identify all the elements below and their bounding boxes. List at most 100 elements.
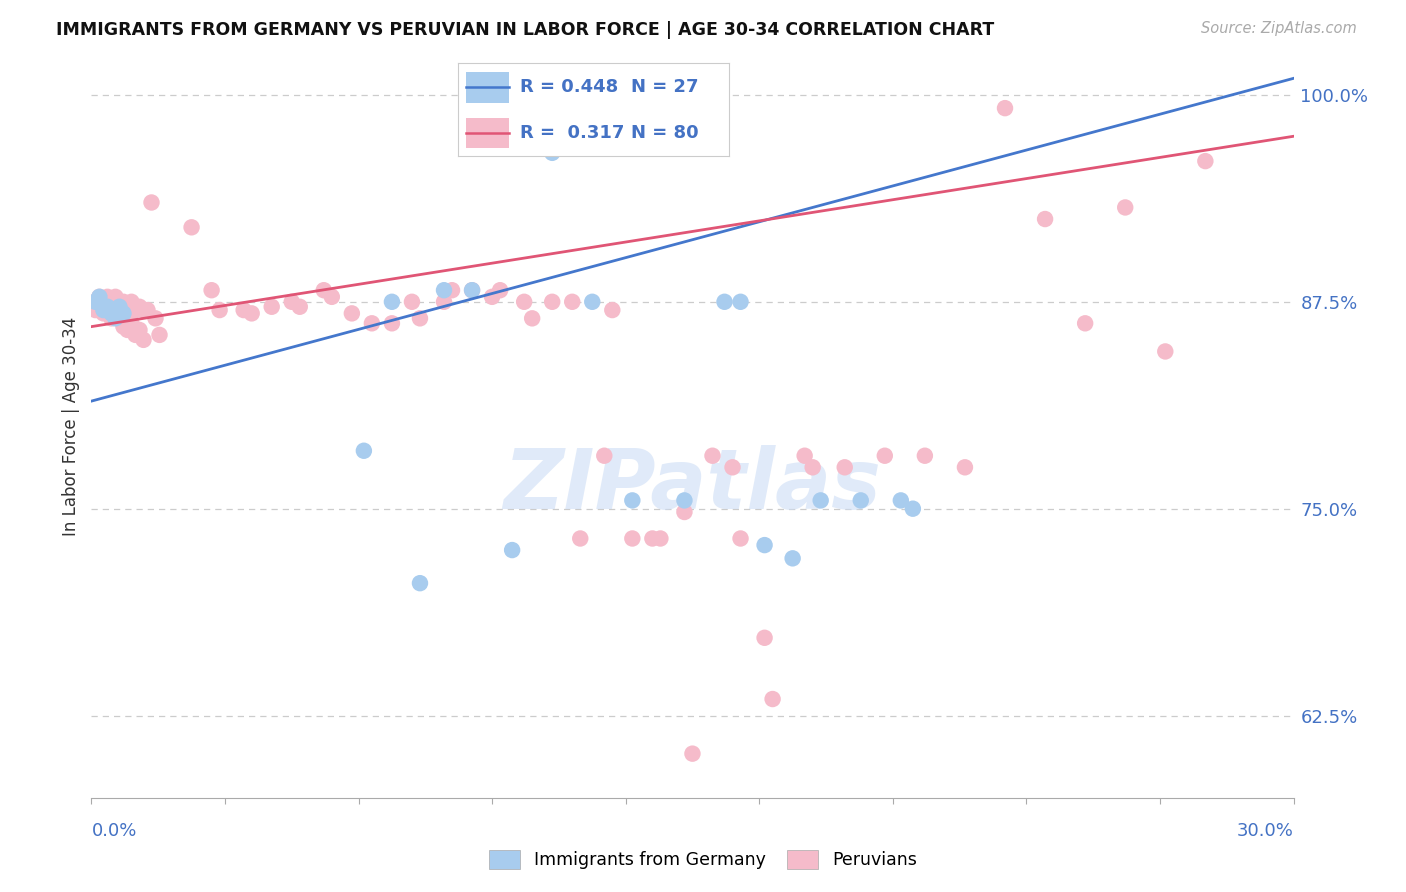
Point xyxy=(650,532,672,546)
Point xyxy=(513,294,536,309)
Point xyxy=(581,294,603,309)
Point xyxy=(914,449,936,463)
Point xyxy=(621,532,644,546)
Point xyxy=(849,493,872,508)
Point xyxy=(136,303,159,318)
Point xyxy=(810,493,832,508)
Text: 30.0%: 30.0% xyxy=(1237,822,1294,839)
Point xyxy=(321,290,343,304)
Point xyxy=(873,449,896,463)
Point xyxy=(381,316,404,330)
Point xyxy=(128,300,150,314)
Point xyxy=(721,460,744,475)
Point xyxy=(141,195,163,210)
Point xyxy=(132,303,155,318)
Point xyxy=(541,145,564,160)
Point xyxy=(353,443,375,458)
Point xyxy=(673,96,696,111)
Point xyxy=(100,294,122,309)
Point xyxy=(481,290,503,304)
Point xyxy=(673,505,696,519)
Point xyxy=(702,449,724,463)
Point xyxy=(288,300,311,314)
Point xyxy=(901,501,924,516)
Point xyxy=(93,306,115,320)
Point xyxy=(754,538,776,552)
Point xyxy=(100,311,122,326)
Text: ZIPatlas: ZIPatlas xyxy=(503,445,882,526)
Point xyxy=(112,306,135,320)
Point xyxy=(84,294,107,309)
Point xyxy=(461,283,484,297)
Point xyxy=(104,290,127,304)
Point xyxy=(232,303,254,318)
Point xyxy=(834,460,856,475)
Point xyxy=(121,294,143,309)
Point xyxy=(1194,154,1216,169)
Point xyxy=(117,323,139,337)
Point xyxy=(93,294,115,309)
Point xyxy=(128,323,150,337)
Point xyxy=(440,283,463,297)
Point xyxy=(1154,344,1177,359)
Point xyxy=(108,303,131,318)
Point xyxy=(681,747,703,761)
Point xyxy=(1114,201,1136,215)
Point xyxy=(240,306,263,320)
Point xyxy=(96,303,118,318)
Text: Source: ZipAtlas.com: Source: ZipAtlas.com xyxy=(1201,21,1357,37)
Point xyxy=(730,532,752,546)
Point xyxy=(96,300,118,314)
Point xyxy=(84,294,107,309)
Point xyxy=(117,300,139,314)
Point xyxy=(108,300,131,314)
Text: 0.0%: 0.0% xyxy=(91,822,136,839)
Point xyxy=(360,316,382,330)
Point xyxy=(541,294,564,309)
Point xyxy=(593,449,616,463)
Point xyxy=(994,101,1017,115)
Point xyxy=(108,311,131,326)
Point xyxy=(312,283,335,297)
Point xyxy=(782,551,804,566)
Point xyxy=(793,449,815,463)
Point xyxy=(409,311,432,326)
Point xyxy=(801,460,824,475)
Point xyxy=(561,294,583,309)
Point xyxy=(461,283,484,297)
Point xyxy=(104,300,127,314)
Point xyxy=(501,543,523,558)
Point xyxy=(112,294,135,309)
Point xyxy=(208,303,231,318)
Point xyxy=(281,294,304,309)
Point xyxy=(953,460,976,475)
Point xyxy=(201,283,224,297)
Point xyxy=(89,290,111,304)
Point xyxy=(890,493,912,508)
Point xyxy=(522,311,544,326)
Point xyxy=(104,311,127,326)
Point xyxy=(409,576,432,591)
Point xyxy=(1074,316,1097,330)
Point xyxy=(180,220,202,235)
Point xyxy=(93,303,115,318)
Point xyxy=(433,294,456,309)
Point xyxy=(100,306,122,320)
Point xyxy=(84,303,107,318)
Point xyxy=(673,493,696,508)
Point xyxy=(340,306,363,320)
Point xyxy=(762,692,785,706)
Legend: Immigrants from Germany, Peruvians: Immigrants from Germany, Peruvians xyxy=(482,843,924,876)
Point xyxy=(569,532,592,546)
Point xyxy=(641,532,664,546)
Point xyxy=(401,294,423,309)
Point xyxy=(124,327,146,342)
Point xyxy=(754,631,776,645)
Point xyxy=(112,319,135,334)
Text: IMMIGRANTS FROM GERMANY VS PERUVIAN IN LABOR FORCE | AGE 30-34 CORRELATION CHART: IMMIGRANTS FROM GERMANY VS PERUVIAN IN L… xyxy=(56,21,994,39)
Point xyxy=(89,300,111,314)
Point xyxy=(1033,212,1056,227)
Point xyxy=(132,333,155,347)
Point xyxy=(713,294,735,309)
Y-axis label: In Labor Force | Age 30-34: In Labor Force | Age 30-34 xyxy=(62,317,80,535)
